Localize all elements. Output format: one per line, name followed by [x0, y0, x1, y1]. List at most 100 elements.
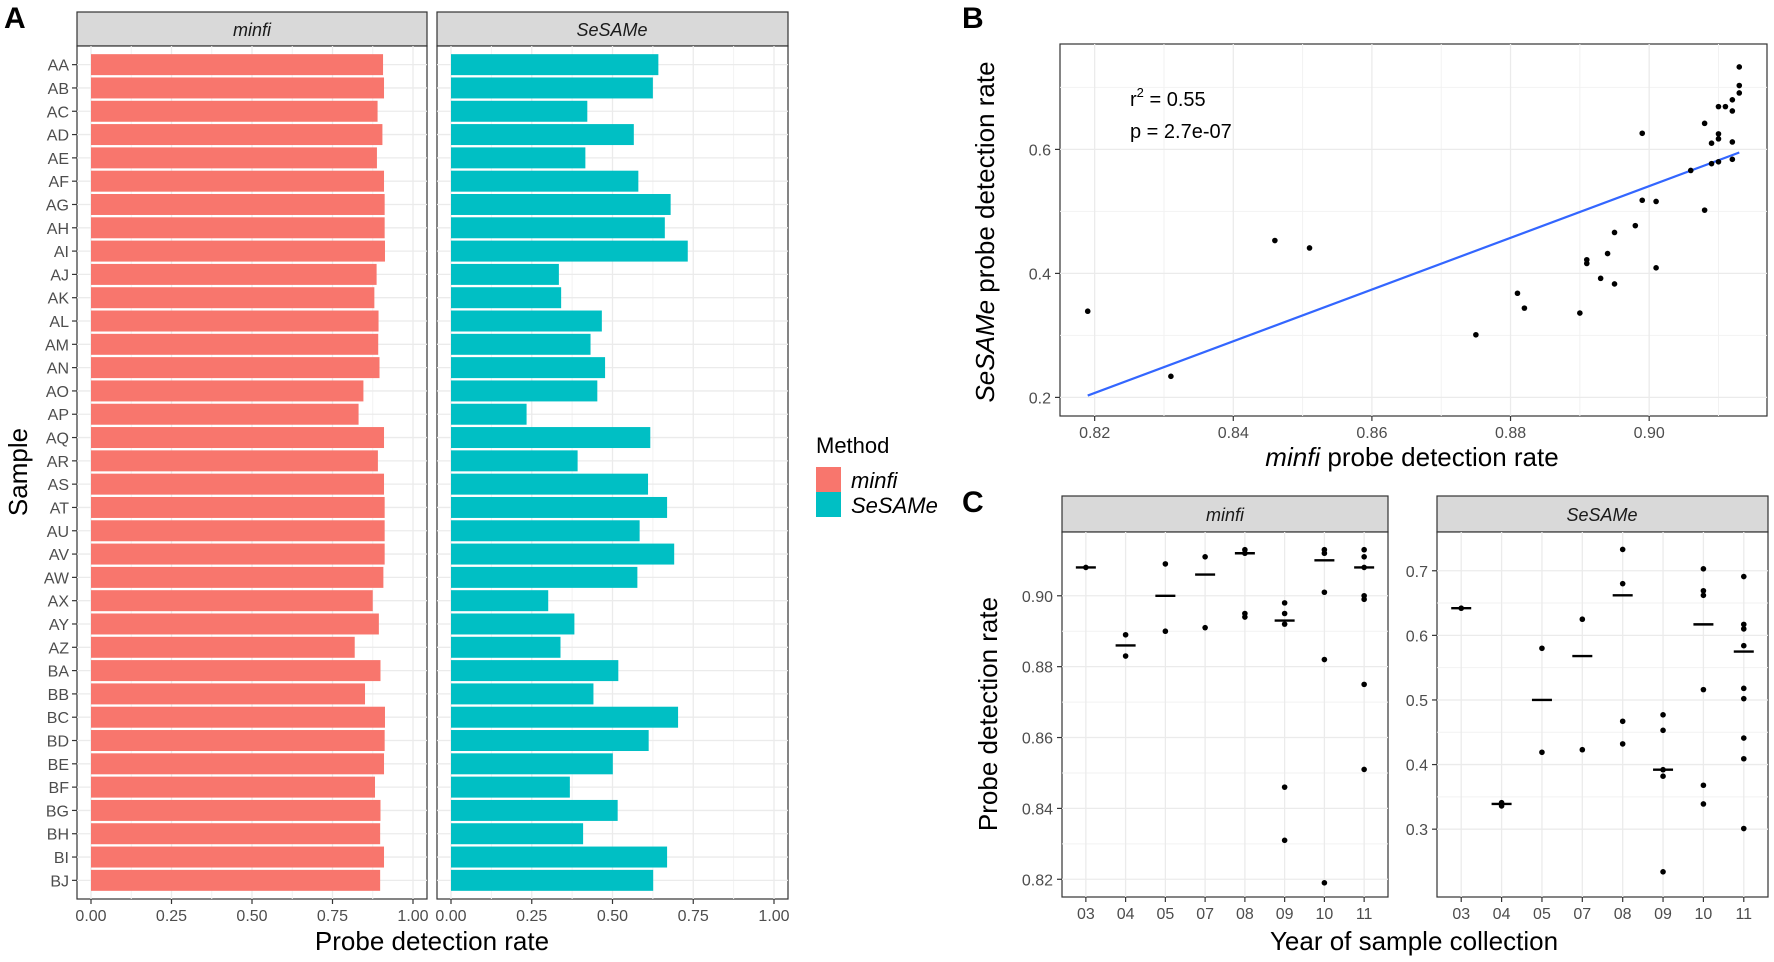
strip-point [1162, 628, 1169, 635]
panel-b-y-axis-title-rest: probe detection rate [970, 61, 1000, 300]
y-tick-label: 0.88 [1022, 660, 1053, 677]
bar-sesame-az [451, 636, 561, 658]
y-tick-label: 0.6 [1406, 628, 1428, 645]
strip-point [1700, 686, 1707, 693]
scatter-point [1168, 373, 1174, 380]
bar-sesame-aq [451, 427, 651, 449]
bar-sesame-bi [451, 846, 668, 868]
legend-label-sesame: SeSAMe [851, 493, 938, 518]
bar-minfi-bd [91, 730, 385, 752]
y-tick-label-aj: AJ [50, 267, 69, 284]
x-tick-label: 0.50 [236, 908, 267, 925]
y-tick-label-af: AF [49, 174, 70, 191]
panel-a-x-tick-labels: 0.00 0.25 0.50 0.75 1.00 0.00 0.25 0.50 0.75 1.00 [75, 899, 790, 925]
strip-point [1700, 801, 1707, 807]
strip-point [1539, 749, 1545, 756]
y-tick-label-ae: AE [48, 151, 69, 168]
bar-sesame-ab [451, 77, 653, 99]
strip-point [1700, 587, 1707, 594]
x-tick-label: 0.25 [156, 908, 187, 925]
scatter-point [1084, 308, 1091, 315]
bar-sesame-as [451, 473, 649, 495]
scatter-point [1715, 136, 1722, 142]
x-tick-label-08: 08 [1614, 906, 1632, 923]
y-tick-label-ao: AO [46, 384, 69, 401]
bar-sesame-af [451, 170, 639, 192]
panel-c-x-axis-title: Year of sample collection [1270, 926, 1558, 956]
strip-point [1122, 631, 1129, 638]
facet-label-minfi: minfi [233, 20, 272, 40]
bar-sesame-ay [451, 613, 575, 635]
panel-c-tick-labels: 0.82 0.84 0.86 0.88 0.90 03 04 05 07 08 09 10 11 0.3 0… [1022, 564, 1752, 923]
y-tick-label: 0.82 [1022, 872, 1053, 889]
panel-c-gridlines [1062, 532, 1768, 897]
x-tick-label: 0.50 [597, 908, 628, 925]
y-tick-label-aa: AA [48, 58, 70, 75]
bar-minfi-az [91, 636, 355, 658]
legend-title: Method [816, 433, 889, 458]
strip-point [1619, 546, 1626, 553]
bar-minfi-av [91, 543, 385, 565]
bar-minfi-at [91, 496, 385, 518]
y-tick-label-ac: AC [47, 104, 69, 121]
panel-b-scatter: 0.82 0.84 0.86 0.88 0.90 0.2 0.4 0.6 r2 = 0.55… [970, 43, 1768, 472]
y-tick-label: 0.90 [1022, 589, 1053, 606]
scatter-point [1604, 250, 1611, 257]
y-tick-label-at: AT [50, 500, 69, 517]
scatter-point [1639, 197, 1646, 204]
legend-swatch-sesame [816, 492, 841, 517]
legend-swatch-minfi [816, 467, 841, 492]
panel-b-x-axis-title: minfi probe detection rate [1265, 442, 1558, 472]
panel-b-x-tick-labels: 0.82 0.84 0.86 0.88 0.90 [1079, 416, 1665, 442]
bar-sesame-at [451, 496, 668, 518]
x-tick-label: 0.00 [75, 908, 106, 925]
scatter-point [1653, 198, 1659, 205]
panel-b-r2-annotation: r2 = 0.55 [1130, 85, 1206, 111]
scatter-point [1729, 97, 1736, 103]
scatter-point [1729, 156, 1736, 163]
y-tick-label-aw: AW [44, 570, 70, 587]
panel-a-y-axis-title: Sample [3, 428, 33, 516]
y-tick-label-bj: BJ [50, 873, 69, 890]
panel-a-y-tick-labels: AA AB AC AD AE AF AG AH AI AJ AK AL AM AN AO AP AQ AR AS AT… [44, 58, 77, 890]
strip-point [1740, 642, 1747, 649]
strip-point [1660, 712, 1666, 718]
strip-point [1700, 566, 1707, 572]
y-tick-label: 0.2 [1029, 390, 1051, 407]
bar-sesame-ag [451, 193, 671, 215]
x-tick-label: 0.75 [317, 908, 348, 925]
bar-minfi-bi [91, 846, 385, 868]
y-tick-label-aq: AQ [46, 431, 69, 448]
y-tick-label-al: AL [49, 314, 69, 331]
panel-c-plot-area-sesame [1436, 531, 1769, 898]
strip-point [1660, 869, 1666, 875]
bar-minfi-ab [91, 77, 385, 99]
strip-point [1122, 653, 1129, 659]
x-tick-label: 0.86 [1356, 425, 1387, 442]
y-tick-label-au: AU [47, 524, 69, 541]
x-tick-label: 1.00 [758, 908, 789, 925]
bar-minfi-aq [91, 427, 385, 449]
strip-point [1361, 681, 1367, 688]
bar-sesame-ac [451, 100, 588, 122]
facet-strip-sesame [436, 11, 789, 47]
r2-value: = 0.55 [1144, 89, 1206, 111]
y-tick-label-bd: BD [47, 734, 69, 751]
y-tick-label-ba: BA [48, 664, 70, 681]
x-tick-label-10: 10 [1695, 906, 1713, 923]
bar-sesame-bb [451, 683, 594, 705]
y-tick-label: 0.4 [1406, 758, 1428, 775]
y-tick-label-bc: BC [47, 710, 69, 727]
strip-point [1700, 592, 1707, 599]
strip-point [1700, 782, 1707, 789]
x-tick-label-03: 03 [1077, 906, 1095, 923]
bar-sesame-aj [451, 263, 559, 285]
x-tick-label-07: 07 [1196, 906, 1214, 923]
x-tick-label: 0.88 [1495, 425, 1526, 442]
scatter-point [1632, 222, 1639, 229]
strip-point [1740, 825, 1747, 832]
scatter-point [1687, 167, 1694, 174]
scatter-point [1577, 310, 1583, 316]
panel-b-x-axis-title-italic: minfi [1265, 442, 1321, 472]
